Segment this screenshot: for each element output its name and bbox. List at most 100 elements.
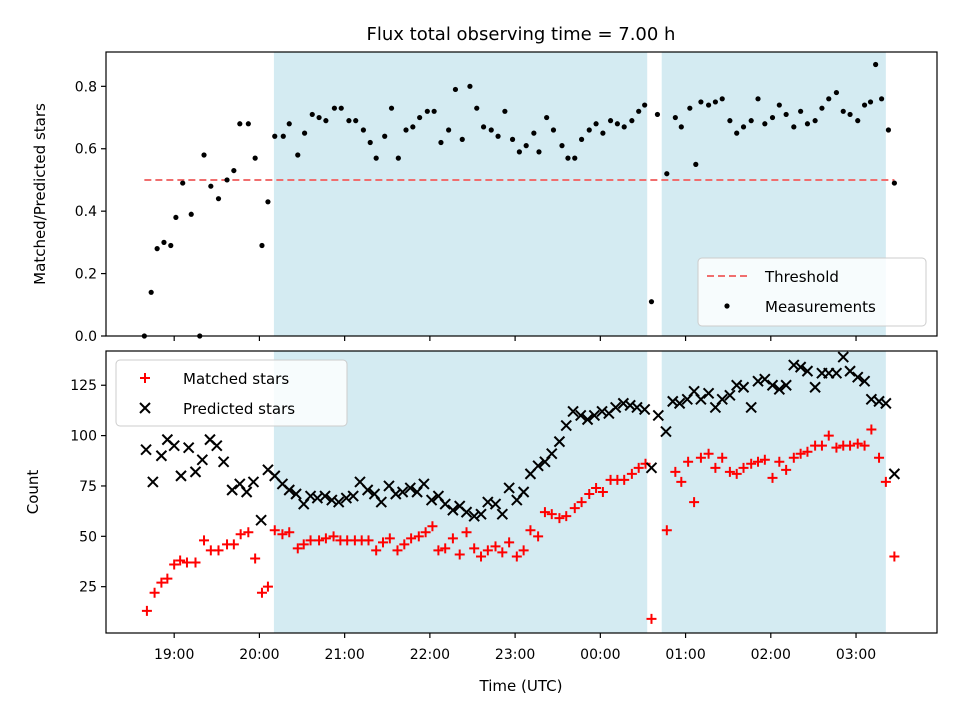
matched-star-point: [802, 446, 813, 457]
matched-star-point: [753, 456, 764, 467]
matched-star-point: [676, 476, 687, 487]
measurement-point: [272, 133, 278, 139]
measurement-point: [867, 99, 874, 105]
predicted-star-point: [182, 441, 195, 454]
measurement-point: [301, 130, 308, 136]
measurement-point: [488, 127, 494, 133]
measurement-point: [452, 86, 459, 93]
matched-star-point: [889, 551, 900, 562]
matched-star-point: [490, 541, 501, 552]
matched-star-point: [262, 581, 273, 592]
measurement-point: [621, 124, 627, 130]
measurement-point: [459, 136, 465, 142]
matched-star-point: [774, 456, 785, 467]
matched-star-point: [823, 430, 834, 441]
matched-star-point: [695, 452, 706, 463]
measurement-point: [819, 105, 825, 111]
measurement-point: [259, 242, 265, 249]
predicted-star-point: [645, 462, 658, 474]
measurement-point: [382, 133, 388, 139]
measurement-point: [776, 102, 782, 108]
measurement-point: [840, 108, 846, 114]
measurement-point: [531, 130, 537, 136]
predicted-star-point: [517, 486, 530, 498]
matched-star-point: [781, 464, 792, 475]
matched-star-point: [250, 553, 261, 564]
matched-star-point: [363, 535, 374, 546]
matched-star-point: [880, 476, 891, 487]
measurement-point: [438, 139, 444, 146]
predicted-star-point: [844, 365, 856, 377]
matched-star-point: [149, 587, 160, 598]
predicted-star-point: [447, 504, 459, 516]
observing-span-1: [273, 52, 648, 336]
matched-star-point: [476, 551, 487, 562]
matched-star-point: [175, 555, 186, 566]
matched-star-point: [497, 547, 508, 558]
predicted-star-point: [858, 375, 871, 387]
predicted-star-point: [766, 379, 779, 391]
predicted-star-point: [240, 486, 253, 498]
x-tick-label: 00:00: [580, 647, 620, 663]
predicted-star-point: [695, 393, 707, 406]
measurement-point: [509, 136, 516, 142]
predicted-star-point: [189, 466, 202, 478]
x-axis-label: Time (UTC): [479, 677, 563, 695]
measurement-point: [861, 102, 868, 108]
predicted-star-point: [716, 393, 728, 406]
measurement-point: [833, 89, 840, 96]
measurement-point: [431, 108, 437, 114]
measurement-point: [295, 152, 301, 158]
measurement-point: [388, 105, 395, 111]
matched-star-point: [314, 535, 325, 546]
matched-star-point: [213, 545, 224, 556]
measurement-point: [208, 183, 214, 189]
predicted-star-point: [553, 435, 566, 448]
matched-star-point: [371, 545, 382, 556]
measurement-point: [636, 108, 642, 114]
matched-star-point: [504, 537, 515, 548]
measurement-point: [614, 121, 620, 127]
legend-predicted-swatch: [139, 402, 151, 414]
measurement-point: [572, 155, 578, 161]
predicted-star-point: [283, 484, 295, 496]
matched-star-point: [190, 557, 201, 568]
matched-star-point: [399, 539, 410, 550]
y-tick-label: 0.0: [75, 329, 97, 345]
legend-threshold-label: Threshold: [764, 268, 839, 286]
measurement-point: [607, 118, 614, 124]
measurement-point: [338, 105, 344, 111]
measurement-point: [188, 211, 194, 217]
predicted-star-point: [788, 359, 800, 371]
predicted-star-point: [794, 361, 807, 373]
measurement-point: [265, 199, 271, 205]
matched-star-point: [525, 525, 536, 536]
matched-star-point: [440, 543, 451, 554]
measurement-point: [705, 102, 712, 108]
predicted-star-point: [588, 409, 601, 422]
measurement-point: [467, 83, 473, 89]
matched-star-point: [305, 535, 316, 546]
predicted-star-point: [888, 468, 901, 480]
matched-star-point: [256, 587, 267, 598]
measurement-point: [495, 133, 501, 139]
measurement-point: [648, 299, 655, 305]
predicted-star-point: [830, 367, 843, 379]
matched-star-point: [539, 507, 550, 518]
measurement-point: [148, 289, 154, 295]
measurement-point: [161, 239, 167, 245]
matched-star-point: [433, 545, 444, 556]
x-tick-label: 20:00: [239, 647, 279, 663]
predicted-star-point: [404, 482, 416, 494]
measurement-point: [286, 121, 292, 127]
predicted-star-point: [418, 478, 430, 490]
measurement-point: [578, 136, 585, 142]
measurement-point: [727, 118, 733, 124]
matched-star-point: [646, 613, 657, 624]
matched-star-point: [767, 472, 778, 483]
predicted-star-point: [175, 470, 187, 482]
predicted-star-point: [326, 494, 338, 506]
predicted-star-point: [609, 401, 622, 414]
matched-star-point: [392, 545, 403, 556]
predicted-star-point: [652, 409, 665, 422]
